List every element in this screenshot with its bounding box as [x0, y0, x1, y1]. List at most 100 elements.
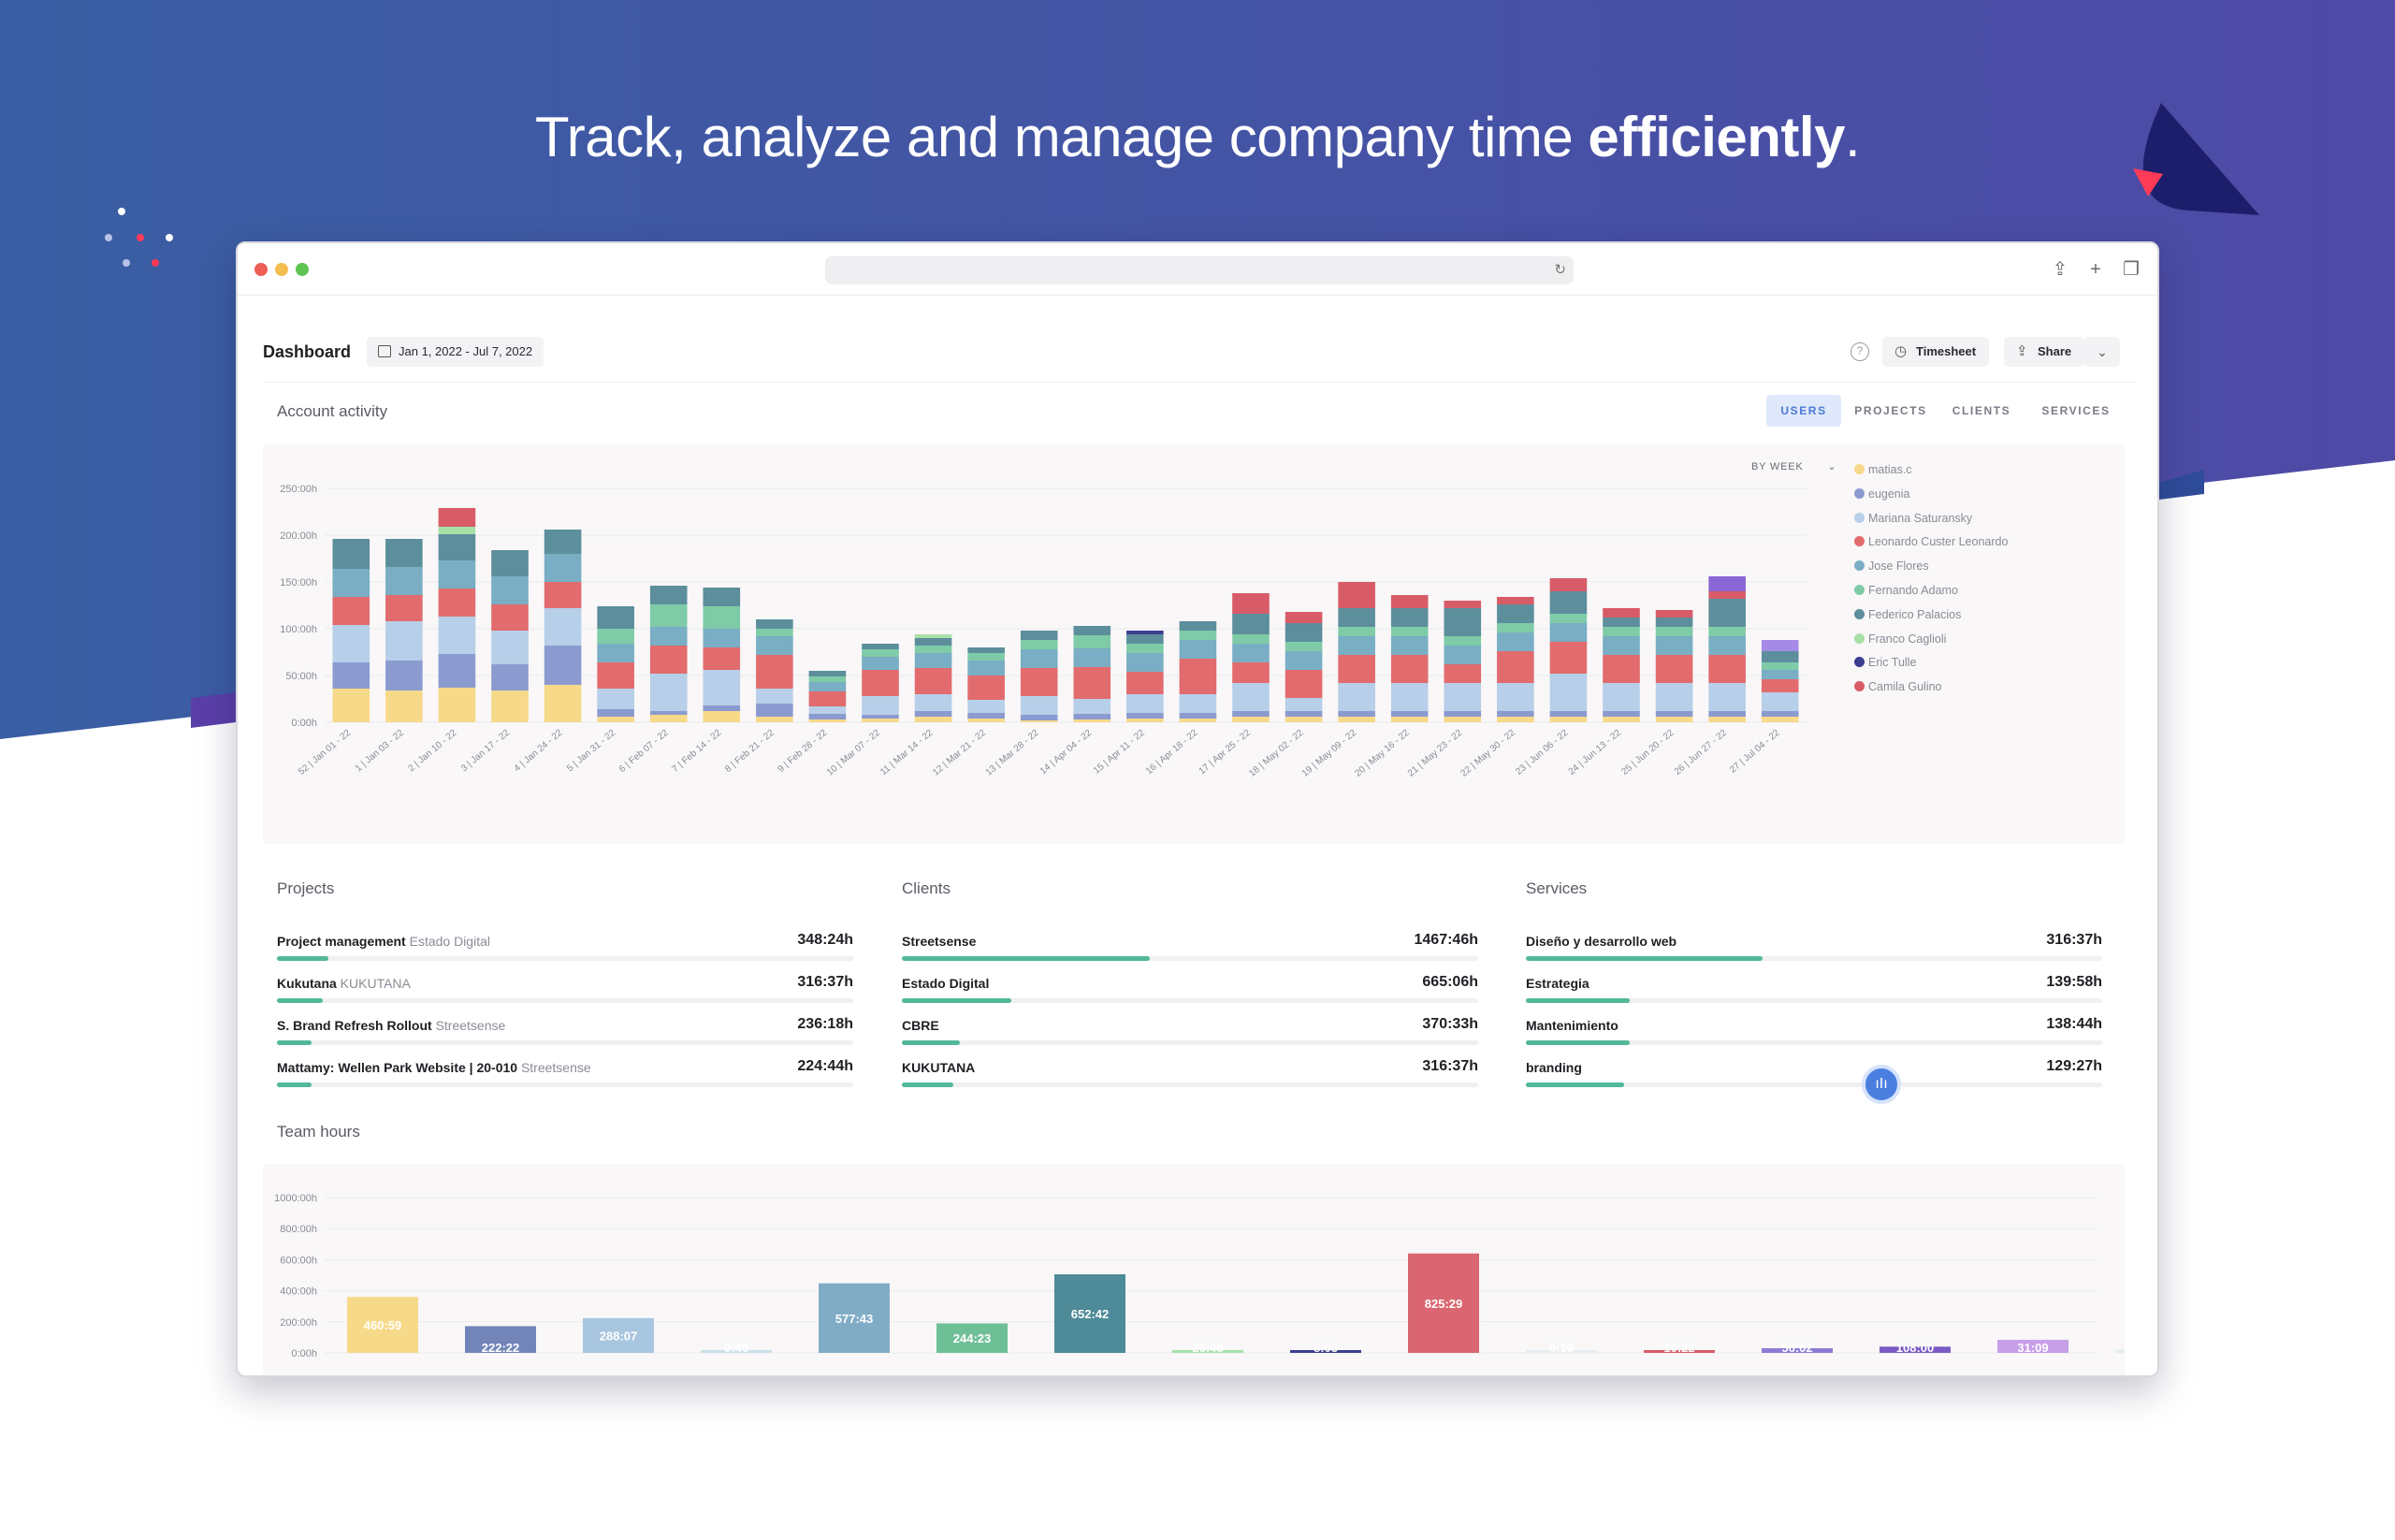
legend-item[interactable]: Fernando Adamo — [1854, 579, 2008, 603]
bar-segment[interactable] — [438, 508, 476, 527]
bar-segment[interactable] — [1073, 648, 1111, 667]
bar-segment[interactable] — [385, 539, 423, 567]
bar-segment[interactable] — [1444, 608, 1482, 636]
bar-segment[interactable] — [1073, 719, 1111, 722]
bar-segment[interactable] — [1232, 644, 1270, 662]
bar-segment[interactable] — [544, 582, 582, 608]
team-bar[interactable] — [1408, 1253, 1479, 1353]
bar-segment[interactable] — [1126, 644, 1164, 653]
list-item[interactable]: branding 129:27h — [1526, 1053, 2102, 1095]
bar-segment[interactable] — [491, 631, 529, 664]
bar-segment[interactable] — [1444, 664, 1482, 683]
bar-segment[interactable] — [967, 647, 1005, 653]
team-bar[interactable] — [1054, 1274, 1125, 1353]
bar-segment[interactable] — [1497, 623, 1534, 632]
bar-segment[interactable] — [914, 717, 952, 722]
bar-segment[interactable] — [1285, 717, 1323, 722]
reload-icon[interactable]: ↻ — [1554, 262, 1566, 278]
bar-segment[interactable] — [1179, 719, 1217, 722]
bar-segment[interactable] — [1126, 631, 1164, 634]
bar-segment[interactable] — [438, 588, 476, 617]
close-window-button[interactable] — [254, 263, 268, 276]
bar-segment[interactable] — [1073, 635, 1111, 648]
list-item[interactable]: Diseño y desarrollo web 316:37h — [1526, 926, 2102, 968]
bar-segment[interactable] — [1338, 627, 1375, 636]
bar-segment[interactable] — [491, 690, 529, 722]
bar-segment[interactable] — [756, 619, 793, 629]
bar-segment[interactable] — [649, 604, 688, 627]
bar-segment[interactable] — [1020, 631, 1058, 640]
bar-segment[interactable] — [332, 597, 370, 625]
bar-segment[interactable] — [1655, 683, 1693, 711]
bar-segment[interactable] — [1444, 601, 1482, 608]
bar-segment[interactable] — [1126, 719, 1164, 722]
share-button[interactable]: ⇪ Share — [2004, 337, 2085, 367]
bar-segment[interactable] — [1603, 655, 1640, 683]
bar-segment[interactable] — [808, 682, 847, 691]
bar-segment[interactable] — [1338, 711, 1375, 717]
bar-segment[interactable] — [385, 567, 423, 595]
bar-segment[interactable] — [862, 670, 899, 696]
share-icon[interactable]: ⇪ — [2052, 259, 2068, 280]
legend-item[interactable]: Franco Caglioli — [1854, 628, 2008, 652]
bar-segment[interactable] — [1444, 711, 1482, 717]
bar-segment[interactable] — [1390, 595, 1429, 608]
legend-item[interactable]: Mariana Saturansky — [1854, 507, 2008, 531]
list-item[interactable]: Kukutana KUKUTANA 316:37h — [277, 968, 853, 1010]
bar-segment[interactable] — [438, 527, 476, 534]
bar-segment[interactable] — [862, 719, 899, 722]
bar-segment[interactable] — [703, 711, 741, 722]
bar-segment[interactable] — [1390, 627, 1429, 636]
team-bar[interactable] — [2115, 1349, 2125, 1353]
zoom-window-button[interactable] — [296, 263, 309, 276]
bar-segment[interactable] — [1338, 582, 1375, 608]
bar-segment[interactable] — [914, 711, 952, 717]
bar-segment[interactable] — [649, 646, 688, 674]
bar-segment[interactable] — [597, 606, 634, 629]
bar-segment[interactable] — [967, 653, 1005, 661]
bar-segment[interactable] — [1232, 593, 1270, 614]
bar-segment[interactable] — [1444, 646, 1482, 664]
bar-segment[interactable] — [756, 689, 793, 704]
bar-segment[interactable] — [914, 634, 952, 638]
bar-segment[interactable] — [1708, 576, 1746, 591]
team-bar[interactable] — [347, 1297, 418, 1353]
bar-segment[interactable] — [1761, 717, 1799, 722]
bar-segment[interactable] — [1497, 632, 1534, 651]
bar-segment[interactable] — [1285, 711, 1323, 717]
legend-item[interactable]: Camila Gulino — [1854, 676, 2008, 700]
address-bar[interactable]: ↻ — [825, 256, 1574, 284]
bar-segment[interactable] — [1390, 711, 1429, 717]
team-bar[interactable] — [819, 1283, 890, 1353]
team-bar[interactable] — [583, 1317, 654, 1353]
bar-segment[interactable] — [1708, 627, 1746, 636]
bar-segment[interactable] — [544, 530, 582, 554]
bar-segment[interactable] — [1549, 717, 1588, 722]
bar-segment[interactable] — [1232, 634, 1270, 644]
bar-segment[interactable] — [1126, 713, 1164, 719]
bar-segment[interactable] — [1761, 640, 1799, 651]
bar-segment[interactable] — [1761, 679, 1799, 692]
bar-segment[interactable] — [1020, 668, 1058, 696]
more-options-button[interactable]: ⌄ — [2084, 337, 2120, 367]
bar-segment[interactable] — [491, 664, 529, 690]
bar-segment[interactable] — [1232, 711, 1270, 717]
bar-segment[interactable] — [1390, 636, 1429, 655]
bar-segment[interactable] — [1708, 711, 1746, 717]
bar-segment[interactable] — [862, 644, 899, 649]
bar-segment[interactable] — [1549, 623, 1588, 642]
bar-segment[interactable] — [1655, 627, 1693, 636]
bar-segment[interactable] — [703, 588, 741, 606]
bar-segment[interactable] — [1603, 711, 1640, 717]
list-item[interactable]: Streetsense 1467:46h — [902, 926, 1478, 968]
bar-segment[interactable] — [703, 670, 741, 705]
bar-segment[interactable] — [1126, 634, 1164, 644]
bar-segment[interactable] — [597, 689, 634, 709]
bar-segment[interactable] — [1549, 614, 1588, 623]
bar-segment[interactable] — [1444, 683, 1482, 711]
team-bar[interactable] — [1762, 1348, 1833, 1353]
bar-segment[interactable] — [756, 717, 793, 722]
bar-segment[interactable] — [808, 706, 847, 714]
bar-segment[interactable] — [1179, 631, 1217, 640]
bar-segment[interactable] — [385, 595, 423, 621]
